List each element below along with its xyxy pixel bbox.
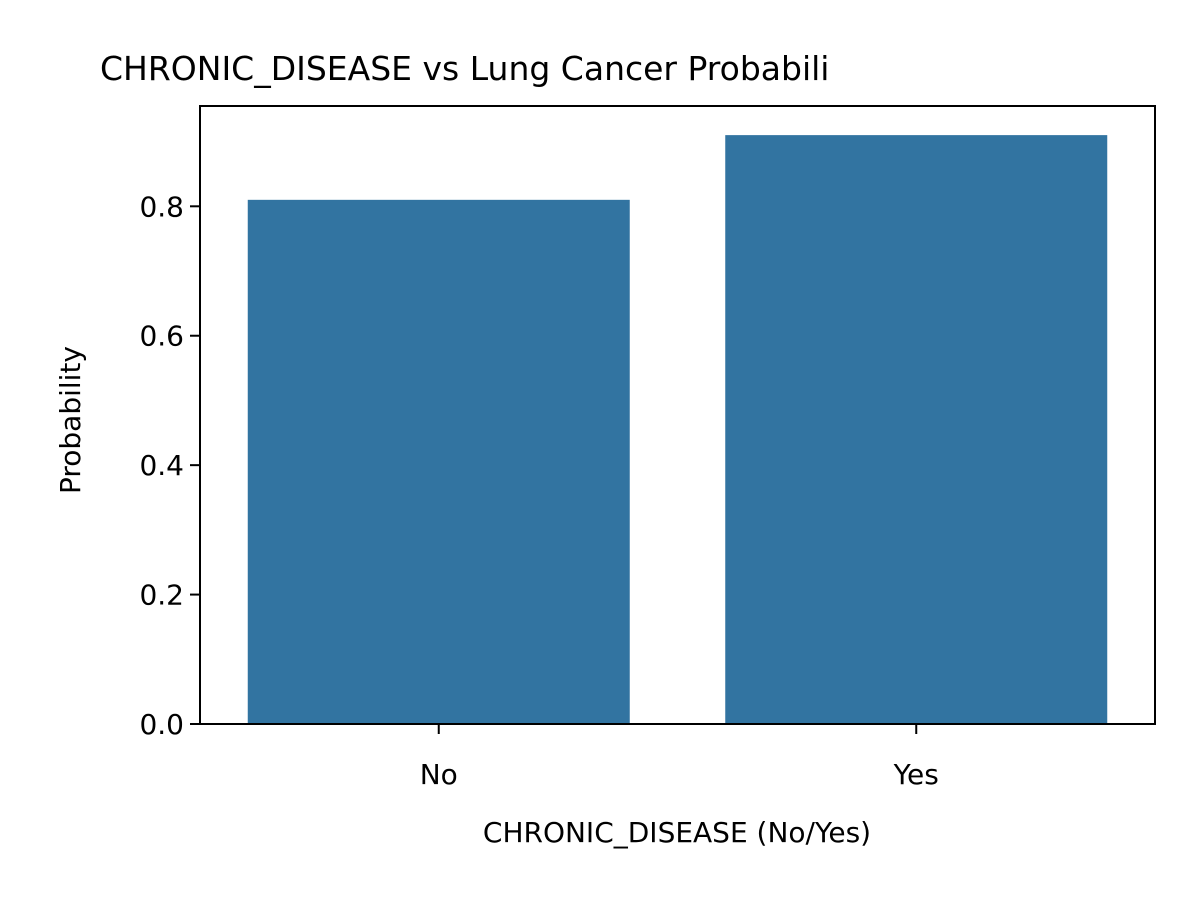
axes-layer: 0.0 0.2 0.4 0.6 0.8 No Yes <box>139 105 1156 791</box>
y-tick-label: 0.0 <box>139 708 184 741</box>
chart-title: CHRONIC_DISEASE vs Lung Cancer Probabili <box>100 49 829 88</box>
plot-frame <box>199 105 1156 725</box>
x-tick-label-yes: Yes <box>893 758 939 791</box>
y-tick-label: 0.6 <box>139 320 184 353</box>
y-tick-label: 0.8 <box>139 190 184 223</box>
x-tick-label-no: No <box>420 758 458 791</box>
bar-yes <box>725 135 1108 724</box>
y-tick-label: 0.2 <box>139 579 184 612</box>
x-axis-label: CHRONIC_DISEASE (No/Yes) <box>483 816 871 849</box>
bars-layer <box>247 135 1108 724</box>
y-tick-label: 0.4 <box>139 449 184 482</box>
y-axis-label: Probability <box>54 346 87 494</box>
bar-no <box>247 199 630 724</box>
